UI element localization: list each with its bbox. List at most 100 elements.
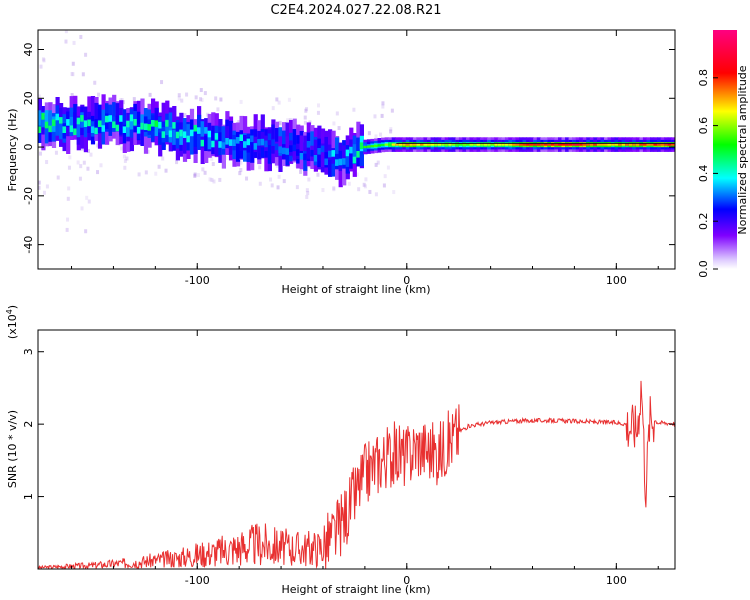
spectrogram-cell <box>122 126 127 133</box>
spectrogram-noise-cell <box>389 127 393 132</box>
spectrogram-noise-cell <box>299 169 303 174</box>
spectrogram-cell <box>44 121 49 129</box>
spectrogram-cell <box>204 127 209 134</box>
spectrogram-cell <box>214 127 219 156</box>
spectrogram-cell <box>635 143 640 146</box>
spectrogram-noise-cell <box>123 158 127 163</box>
spectrogram-cell <box>572 143 577 146</box>
spectrogram-noise-cell <box>193 173 197 178</box>
spectrogram-noise-cell <box>144 170 148 175</box>
spectrogram-noise-cell <box>93 80 97 85</box>
spectrogram-cell <box>490 143 495 146</box>
spectrogram-noise-cell <box>38 151 42 156</box>
spectrogram-noise-cell <box>96 143 100 148</box>
spectrogram-cell <box>211 140 216 148</box>
spectrogram-cell <box>303 153 308 161</box>
spectrogram-noise-cell <box>66 217 70 222</box>
spectrogram-frame <box>37 29 676 270</box>
spectrogram-cell <box>604 143 609 146</box>
spectrogram-x-tick-label: 100 <box>606 274 627 287</box>
spectrogram-cell <box>628 143 633 146</box>
spectrogram-noise-cell <box>99 163 103 168</box>
spectrogram-cell <box>292 129 297 158</box>
spectrogram-noise-cell <box>306 191 310 196</box>
spectrogram-cell <box>639 143 644 146</box>
spectrogram-cell <box>437 143 442 146</box>
spectrogram-noise-cell <box>374 162 378 167</box>
spectrogram-cell <box>87 119 92 127</box>
colorbar-tick-label: 0.8 <box>697 69 710 87</box>
spectrogram-cell <box>352 156 357 164</box>
spectrogram-cell <box>83 121 88 138</box>
spectrogram-noise-cell <box>84 52 88 57</box>
spectrogram-noise-cell <box>363 184 367 189</box>
snr-ticks: -100 0 100 1 2 3 <box>22 330 675 587</box>
spectrogram-noise-cell <box>81 72 85 77</box>
spectrogram-noise-cell <box>364 177 368 182</box>
spectrogram-cell <box>313 155 318 162</box>
spectrogram-cell <box>543 143 548 146</box>
spectrogram-noise-cell <box>305 107 309 112</box>
spectrogram-cell <box>363 145 368 149</box>
spectrogram-noise-cell <box>383 174 387 179</box>
spectrogram-noise-cell <box>199 88 203 93</box>
spectrogram-cell <box>186 124 191 140</box>
spectrogram-noise-cell <box>352 107 356 112</box>
spectrogram-cell <box>44 114 49 144</box>
spectrogram-cell <box>575 143 580 146</box>
spectrogram-cell <box>455 143 460 146</box>
spectrogram-cell <box>221 126 226 142</box>
spectrogram-noise-cell <box>205 112 209 117</box>
spectrogram-cell <box>646 143 651 146</box>
spectrogram-noise-cell <box>208 177 212 182</box>
spectrogram-noise-cell <box>203 170 207 175</box>
spectrogram-cell <box>512 143 517 146</box>
spectrogram-cell <box>448 143 453 146</box>
spectrogram-cell <box>250 134 255 163</box>
spectrogram-cell <box>112 102 117 131</box>
spectrogram-cell <box>458 143 464 146</box>
spectrogram-noise-cell <box>277 174 281 179</box>
spectrogram-cell <box>377 144 382 147</box>
spectrogram-noise-cell <box>239 168 243 173</box>
snr-y-tick-label: 1 <box>22 493 35 500</box>
spectrogram-cell <box>671 143 675 146</box>
spectrogram-noise-cell <box>148 92 152 97</box>
spectrogram-cell <box>292 145 297 161</box>
spectrogram-cell <box>614 143 619 146</box>
spectrogram-cell <box>48 125 53 133</box>
spectrogram-noise-cell <box>175 160 179 165</box>
spectrogram-cell <box>427 143 432 146</box>
colorbar-tick-label: 0.4 <box>697 165 710 183</box>
spectrogram-noise-cell <box>381 104 385 109</box>
spectrogram-noise-cell <box>122 154 126 159</box>
spectrogram-cell <box>69 116 74 133</box>
spectrogram-cell <box>420 143 425 146</box>
spectrogram-cell <box>246 138 251 146</box>
colorbar-ticks: 0.0 0.2 0.4 0.6 0.8 <box>697 69 718 278</box>
spectrogram-noise-cell <box>211 162 215 167</box>
spectrogram-cell <box>384 143 389 146</box>
spectrogram-cell <box>331 150 336 157</box>
spectrogram-cell <box>38 126 42 133</box>
spectrogram-cell <box>133 119 138 126</box>
spectrogram-cell <box>151 120 156 127</box>
spectrogram-cell <box>282 147 287 155</box>
spectrogram-cell <box>600 143 605 146</box>
spectrogram-cell <box>140 117 145 146</box>
spectrogram-y-tick-label: -40 <box>22 236 35 254</box>
spectrogram-noise-cell <box>123 165 127 170</box>
spectrogram-cell <box>466 143 471 146</box>
snr-y-tick-label: 2 <box>22 421 35 428</box>
spectrogram-noise-cell <box>70 93 74 98</box>
spectrogram-noise-cell <box>154 171 158 176</box>
spectrogram-cell <box>398 143 403 146</box>
spectrogram-cell <box>97 120 103 127</box>
spectrogram-noise-cell <box>67 165 71 170</box>
spectrogram-cell <box>38 110 42 126</box>
spectrogram-cell <box>73 128 78 136</box>
spectrogram-noise-cell <box>65 227 69 232</box>
spectrogram-cell <box>416 143 421 146</box>
spectrogram-noise-cell <box>194 95 198 100</box>
